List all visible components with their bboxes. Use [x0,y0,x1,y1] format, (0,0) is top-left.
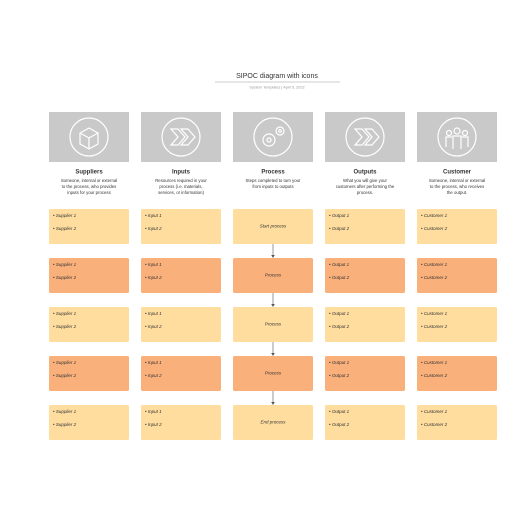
cell-item: • Supplier 1 [53,409,77,414]
cell [325,405,405,440]
icon-box [325,112,405,162]
chevrons-icon [161,117,201,157]
process-step: Process [265,371,282,376]
cell [141,258,221,293]
cell-item: • Input 1 [145,262,162,267]
cell-item: • Output 2 [329,373,350,378]
cell [325,258,405,293]
cell [325,356,405,391]
cell-item: • Supplier 1 [53,311,77,316]
cell-item: • Input 2 [145,324,162,329]
cell-item: • Input 2 [145,422,162,427]
cell [233,209,313,244]
cell-item: • Output 1 [329,311,350,316]
cell-item: • Customer 1 [421,311,448,316]
cell [141,209,221,244]
cell [233,405,313,440]
cell [233,356,313,391]
cell-item: • Customer 2 [421,275,448,280]
cell-item: • Customer 1 [421,360,448,365]
column-header: Process [261,170,285,176]
column-description: Someone, internal or external to the proc… [429,178,485,195]
cell [325,209,405,244]
process-step: End process [260,420,286,425]
column-header: Customer [443,170,472,176]
cell [141,405,221,440]
cell [417,307,497,342]
cell-item: • Input 2 [145,226,162,231]
cell [417,258,497,293]
cell-item: • Input 2 [145,373,162,378]
cell [49,405,129,440]
cell [49,356,129,391]
arrow-head [271,402,275,405]
subtitle: System Templates | April 5, 2022 [249,86,304,90]
cell [49,258,129,293]
cell-item: • Output 2 [329,422,350,427]
column-description: Resources required in your process (i.e. … [155,178,207,195]
cell-item: • Supplier 1 [53,360,77,365]
cell-item: • Output 1 [329,262,350,267]
cell-item: • Output 2 [329,324,350,329]
column-header: Suppliers [75,170,103,176]
cell [141,356,221,391]
column-description: Someone, internal or external to the proc… [61,178,117,195]
cell-item: • Supplier 1 [53,262,77,267]
cell-item: • Supplier 2 [53,275,77,280]
cell [417,405,497,440]
column-description: Steps completed to turn your from inputs … [246,178,302,189]
process-step: Process [265,322,282,327]
cell-item: • Input 1 [145,213,162,218]
column-description: What you will give your customers after p… [336,178,395,195]
cell-item: • Input 1 [145,409,162,414]
arrow-head [271,255,275,258]
cell-item: • Input 1 [145,311,162,316]
chevrons-icon [345,117,385,157]
cell-item: • Supplier 2 [53,422,77,427]
box-icon [69,117,109,157]
cell-item: • Output 2 [329,226,350,231]
gears-icon [253,117,293,157]
arrow-head [271,353,275,356]
cell [233,258,313,293]
cell [49,307,129,342]
cell-item: • Supplier 2 [53,373,77,378]
cell-item: • Customer 1 [421,409,448,414]
column-header: Outputs [354,170,378,176]
cell-item: • Input 1 [145,360,162,365]
cell [233,307,313,342]
cell-item: • Customer 1 [421,262,448,267]
icon-box [233,112,313,162]
cell-item: • Output 2 [329,275,350,280]
icon-box [417,112,497,162]
cell-item: • Customer 2 [421,373,448,378]
cell-item: • Customer 2 [421,422,448,427]
title: SIPOC diagram with icons [236,73,318,80]
cell-item: • Customer 2 [421,226,448,231]
icon-box [49,112,129,162]
cell-item: • Supplier 1 [53,213,77,218]
cell-item: • Supplier 2 [53,226,77,231]
cell [325,307,405,342]
process-step: Start process [260,224,287,229]
cell-item: • Output 1 [329,409,350,414]
cell [49,209,129,244]
cell [141,307,221,342]
cell-item: • Input 2 [145,275,162,280]
cell [417,356,497,391]
cell [417,209,497,244]
arrow-head [271,304,275,307]
cell-item: • Output 1 [329,213,350,218]
icon-box [141,112,221,162]
column-header: Inputs [172,170,191,176]
cell-item: • Supplier 2 [53,324,77,329]
process-step: Process [265,273,282,278]
cell-item: • Output 1 [329,360,350,365]
cell-item: • Customer 1 [421,213,448,218]
people-icon [437,117,477,157]
cell-item: • Customer 2 [421,324,448,329]
